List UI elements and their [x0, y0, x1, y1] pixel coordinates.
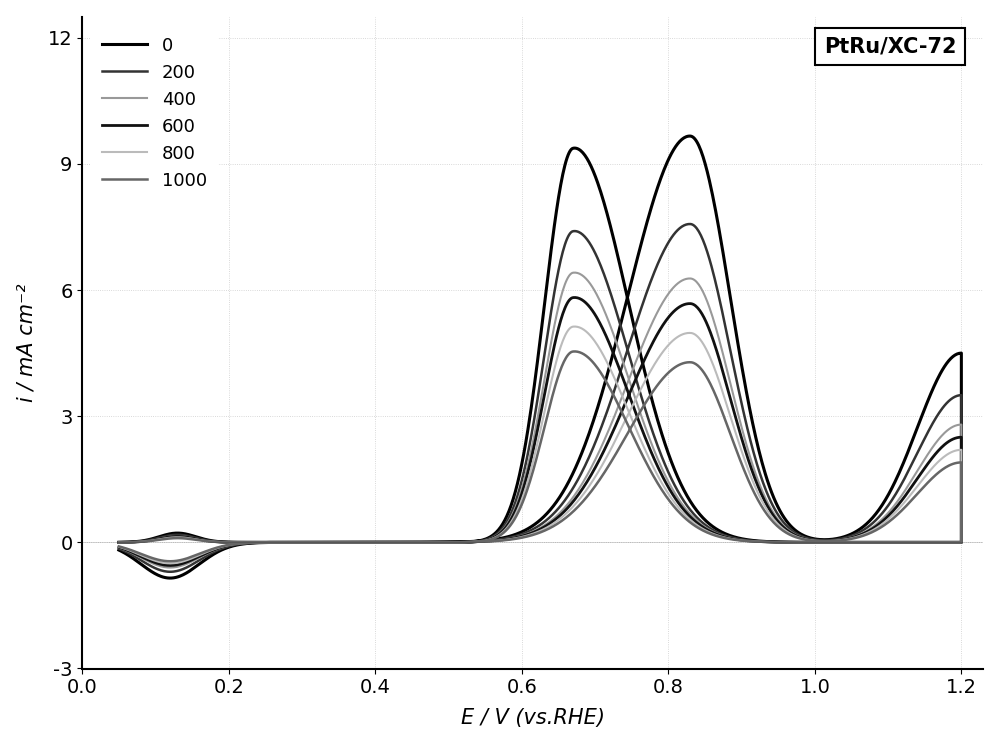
400	[935, 432, 947, 441]
0	[636, 237, 648, 246]
200	[113, 538, 125, 547]
Y-axis label: i / mA cm⁻²: i / mA cm⁻²	[17, 283, 37, 402]
600	[636, 361, 648, 370]
Line: 400: 400	[119, 273, 961, 568]
600	[568, 293, 580, 302]
200	[220, 542, 232, 551]
200	[875, 538, 887, 547]
Line: 0: 0	[119, 136, 961, 578]
800	[165, 559, 177, 568]
200	[145, 536, 157, 545]
1000	[636, 405, 648, 413]
0	[113, 538, 125, 547]
800	[113, 542, 125, 551]
0	[220, 544, 232, 553]
0	[936, 366, 948, 375]
400	[876, 538, 888, 547]
Text: PtRu/XC-72: PtRu/XC-72	[824, 37, 956, 56]
800	[113, 538, 125, 547]
600	[935, 443, 947, 452]
1000	[145, 536, 157, 545]
X-axis label: E / V (vs.RHE): E / V (vs.RHE)	[461, 708, 605, 729]
1000	[113, 538, 125, 547]
400	[113, 538, 125, 547]
Line: 600: 600	[119, 297, 961, 565]
Line: 1000: 1000	[119, 352, 961, 561]
0	[113, 545, 125, 554]
800	[220, 541, 232, 550]
400	[165, 563, 177, 572]
1000	[876, 538, 888, 547]
200	[683, 220, 695, 229]
400	[414, 538, 426, 547]
600	[876, 538, 888, 547]
200	[414, 538, 426, 547]
800	[145, 536, 157, 545]
600	[414, 538, 426, 547]
1000	[568, 347, 580, 356]
200	[165, 567, 177, 576]
400	[568, 268, 580, 277]
800	[876, 538, 888, 547]
200	[113, 545, 125, 554]
800	[935, 454, 947, 463]
800	[636, 383, 648, 392]
Line: 200: 200	[119, 224, 961, 571]
0	[145, 535, 157, 544]
800	[414, 538, 426, 547]
0	[875, 538, 887, 547]
400	[145, 536, 157, 545]
600	[145, 536, 157, 545]
0	[683, 132, 695, 141]
800	[568, 322, 580, 331]
Legend: 0, 200, 400, 600, 800, 1000: 0, 200, 400, 600, 800, 1000	[91, 25, 218, 200]
600	[220, 542, 232, 551]
1000	[113, 542, 125, 551]
1000	[414, 538, 426, 547]
1000	[935, 466, 947, 475]
0	[165, 574, 177, 583]
400	[113, 543, 125, 552]
Line: 800: 800	[119, 326, 961, 563]
400	[220, 542, 232, 551]
400	[636, 342, 648, 351]
0	[414, 538, 426, 547]
1000	[165, 557, 177, 565]
600	[113, 543, 125, 552]
1000	[220, 541, 232, 550]
200	[636, 302, 648, 311]
600	[113, 538, 125, 547]
200	[936, 404, 948, 413]
600	[165, 561, 177, 570]
